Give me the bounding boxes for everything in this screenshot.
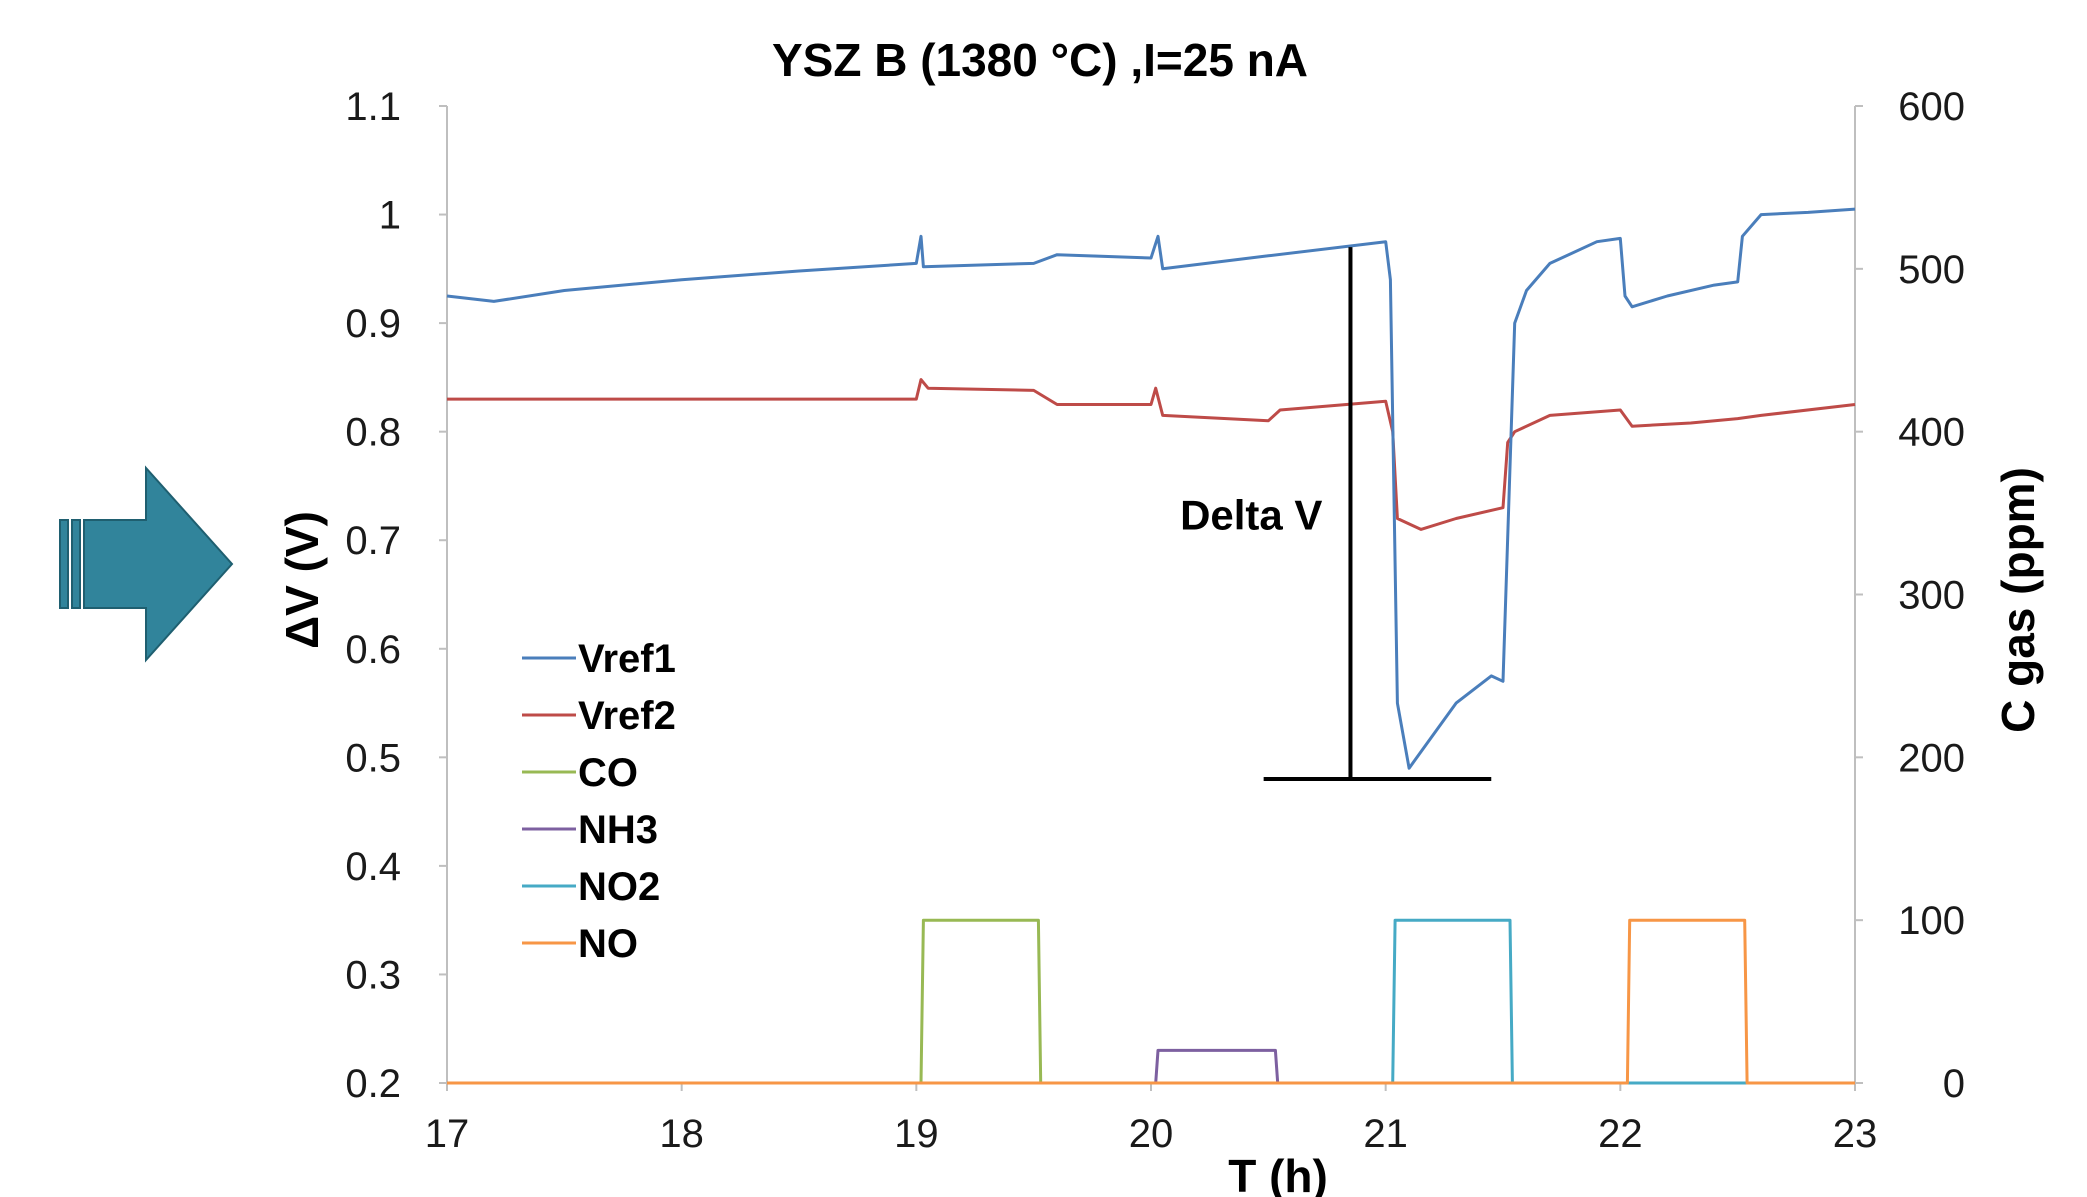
right-arrow-icon [59, 465, 234, 663]
y2-tick-label: 200 [1898, 736, 1965, 780]
legend-label-vref1: Vref1 [578, 637, 676, 681]
y-tick-label: 0.3 [345, 953, 401, 997]
y-tick-label: 0.7 [345, 519, 401, 563]
y-tick-label: 0.4 [345, 845, 401, 889]
legend-label-no2: NO2 [578, 865, 660, 909]
y-tick-label: 1 [379, 194, 401, 238]
y-tick-label: 0.9 [345, 302, 401, 346]
y2-axis-title: C gas (ppm) [1992, 467, 2044, 733]
x-axis-title: T (h) [1228, 1150, 1328, 1197]
x-tick-label: 20 [1129, 1112, 1174, 1156]
legend-label-co: CO [578, 751, 638, 795]
chart-title: YSZ B (1380 °C) ,I=25 nA [772, 34, 1308, 86]
y2-tick-label: 100 [1898, 899, 1965, 943]
y-tick-label: 1.1 [345, 85, 401, 129]
legend-label-nh3: NH3 [578, 808, 658, 852]
x-tick-label: 17 [425, 1112, 470, 1156]
series-line-vref2 [447, 378, 1856, 531]
y-tick-label: 0.5 [345, 736, 401, 780]
series-line-no2 [447, 918, 1855, 1085]
legend-label-no: NO [578, 922, 638, 966]
y2-tick-label: 500 [1898, 248, 1965, 292]
y-tick-label: 0.8 [345, 411, 401, 455]
x-tick-label: 23 [1833, 1112, 1878, 1156]
y2-tick-label: 300 [1898, 574, 1965, 618]
delta-v-label: Delta V [1180, 491, 1322, 538]
y-axis-title: ΔV (V) [276, 511, 328, 649]
legend-label-vref2: Vref2 [578, 694, 676, 738]
y2-tick-label: 400 [1898, 411, 1965, 455]
series-line-no [447, 918, 1855, 1085]
series-line-nh3 [447, 1048, 1855, 1085]
x-tick-label: 19 [894, 1112, 939, 1156]
x-tick-label: 18 [659, 1112, 704, 1156]
y2-tick-label: 600 [1898, 85, 1965, 129]
y-tick-label: 0.6 [345, 628, 401, 672]
series-line-co [447, 918, 1855, 1085]
x-tick-label: 21 [1363, 1112, 1408, 1156]
x-tick-label: 22 [1598, 1112, 1643, 1156]
y2-tick-label: 0 [1943, 1062, 1965, 1106]
y-tick-label: 0.2 [345, 1062, 401, 1106]
series-line-vref1 [446, 207, 1856, 770]
